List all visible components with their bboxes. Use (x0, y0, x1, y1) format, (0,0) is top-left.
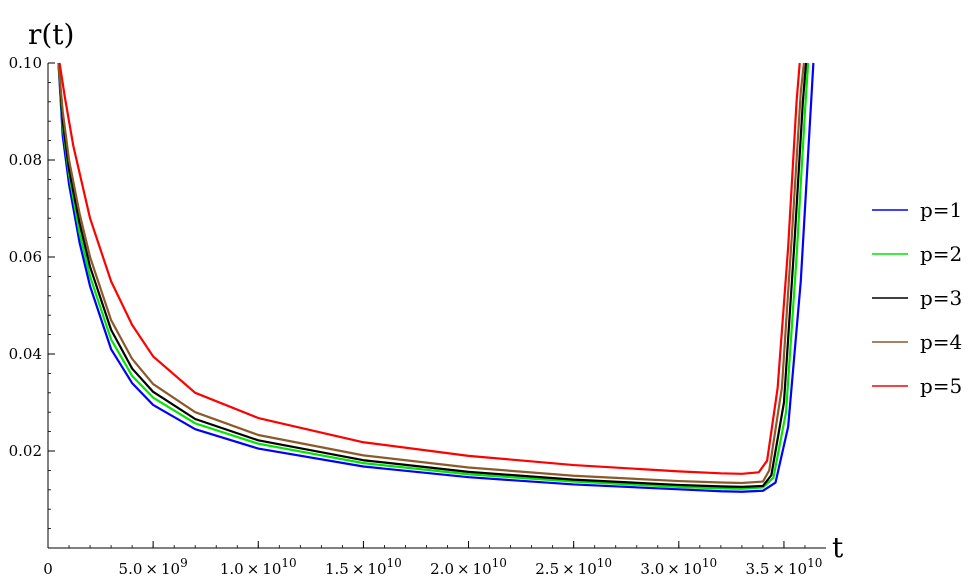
series-lines (57, 62, 815, 493)
x-tick-label: 3.5 × 1010 (746, 556, 823, 578)
x-tick-label: 1.0 × 1010 (220, 556, 297, 578)
y-tick-label: 0.08 (9, 151, 42, 169)
legend-label: p=2 (920, 242, 962, 266)
series-line-p=4 (57, 62, 806, 485)
legend-label: p=1 (920, 198, 962, 222)
series-line-p=3 (57, 62, 808, 488)
x-tick-label: 3.0 × 1010 (640, 556, 717, 578)
x-tick-label: 2.5 × 1010 (535, 556, 612, 578)
series-line-p=2 (57, 62, 810, 490)
x-tick-label: 1.5 × 1010 (325, 556, 402, 578)
x-tick-label: 2.0 × 1010 (430, 556, 507, 578)
series-line-p=1 (57, 62, 815, 493)
x-tick-label: 5.0 × 109 (119, 556, 188, 578)
legend-label: p=3 (920, 286, 962, 310)
y-tick-label: 0.06 (9, 248, 42, 266)
y-tick-label: 0.04 (9, 345, 42, 363)
axes: 0.02 0.04 0.06 0.08 0.10 0 5.0 × 109 1.0 × 1010… (9, 54, 826, 578)
series-line-p=5 (58, 62, 801, 475)
x-tick-label: 0 (43, 560, 53, 578)
legend-label: p=5 (920, 374, 962, 398)
y-tick-label: 0.02 (9, 442, 42, 460)
legend-label: p=4 (920, 330, 962, 354)
y-tick-label: 0.10 (9, 54, 42, 72)
x-axis-title: t (832, 531, 844, 564)
y-axis-title: r(t) (28, 18, 74, 51)
legend: p=1 p=2 p=3 p=4 p=5 (872, 198, 962, 398)
